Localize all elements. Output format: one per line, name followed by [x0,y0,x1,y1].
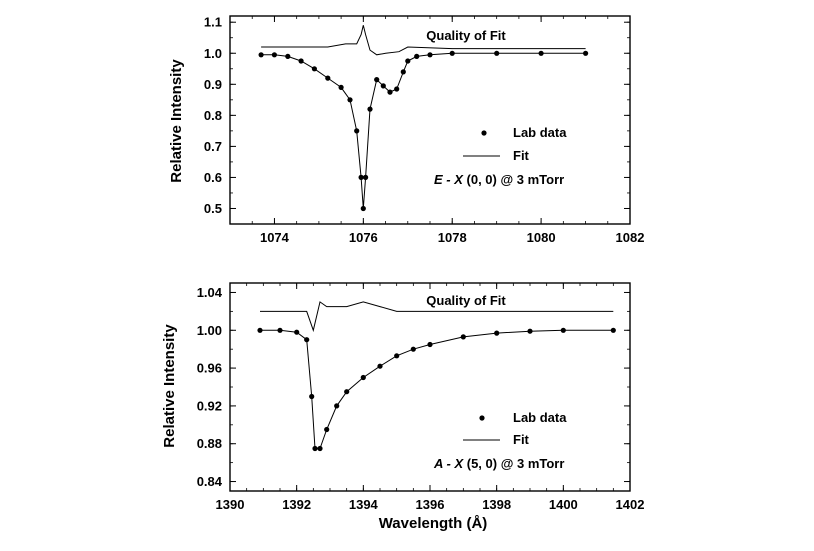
bottom-x-tick-label: 1390 [216,497,245,512]
bottom-panel: 1390 1392 1394 1396 1398 1400 1402 0.84 0.88 0.92… [161,282,645,532]
bottom-y-tick-label: 0.96 [197,361,222,376]
top-y-axis-label: Relative Intensity [168,59,185,183]
top-y-tick-label: 0.5 [204,201,222,216]
top-quality-of-fit-line [261,25,586,56]
bottom-band-label: A - X [433,456,464,471]
top-band-condition: (0, 0) @ 3 mTorr [463,172,564,187]
top-band-label: E - X [434,172,464,187]
bottom-y-axis-label: Relative Intensity [161,324,178,448]
top-x-tick-label: 1076 [349,230,378,245]
top-x-tick-label: 1078 [438,230,467,245]
bottom-fit-line [260,329,614,449]
bottom-band-annotation: A - X (5, 0) @ 3 mTorr [433,456,564,471]
top-y-tick-label: 1.1 [204,15,222,30]
top-band-annotation: E - X (0, 0) @ 3 mTorr [434,172,564,187]
top-fit-line [261,52,586,209]
top-x-tick-label: 1080 [527,230,556,245]
top-y-tick-label: 0.7 [204,139,222,154]
bottom-axes-frame [229,282,631,492]
top-y-tick-label: 0.8 [204,108,222,123]
bottom-quality-of-fit-line [260,301,614,333]
top-y-tick-label: 0.9 [204,77,222,92]
bottom-legend-dot-marker [479,415,485,421]
bottom-band-condition: (5, 0) @ 3 mTorr [463,456,564,471]
x-axis-label: Wavelength (Å) [379,515,488,532]
bottom-lab-data-point [610,327,616,333]
bottom-x-tick-label: 1396 [416,497,445,512]
bottom-x-tick-label: 1392 [282,497,311,512]
top-legend-lab-data: Lab data [513,125,567,140]
bottom-legend-fit: Fit [513,432,530,447]
bottom-x-tick-label: 1400 [549,497,578,512]
top-panel: 1074 1076 1078 1080 1082 0.5 0.6 0.7 0.8 0.9 1.0 1.… [168,15,644,245]
bottom-y-tick-label: 0.88 [197,436,222,451]
top-ticks: 1074 1076 1078 1080 1082 0.5 0.6 0.7 0.8 0.9 1.0 1.… [204,15,645,245]
bottom-x-tick-label: 1398 [482,497,511,512]
bottom-plot-area [257,301,616,452]
bottom-y-tick-label: 1.04 [197,285,223,300]
bottom-quality-of-fit-label: Quality of Fit [426,293,506,308]
top-quality-of-fit-label: Quality of Fit [426,28,506,43]
bottom-legend-lab-data: Lab data [513,410,567,425]
top-x-tick-label: 1074 [260,230,290,245]
top-y-tick-label: 0.6 [204,170,222,185]
bottom-y-tick-label: 0.84 [197,474,223,489]
bottom-ticks: 1390 1392 1394 1396 1398 1400 1402 0.84 0.88 0.92… [197,283,645,512]
top-legend-fit: Fit [513,148,530,163]
top-legend-dot-marker [481,130,487,136]
bottom-x-tick-label: 1394 [349,497,379,512]
bottom-x-tick-label: 1402 [616,497,645,512]
top-y-tick-label: 1.0 [204,46,222,61]
top-plot-area [258,25,589,212]
top-x-tick-label: 1082 [616,230,645,245]
bottom-y-tick-label: 0.92 [197,398,222,413]
bottom-y-tick-label: 1.00 [197,323,222,338]
